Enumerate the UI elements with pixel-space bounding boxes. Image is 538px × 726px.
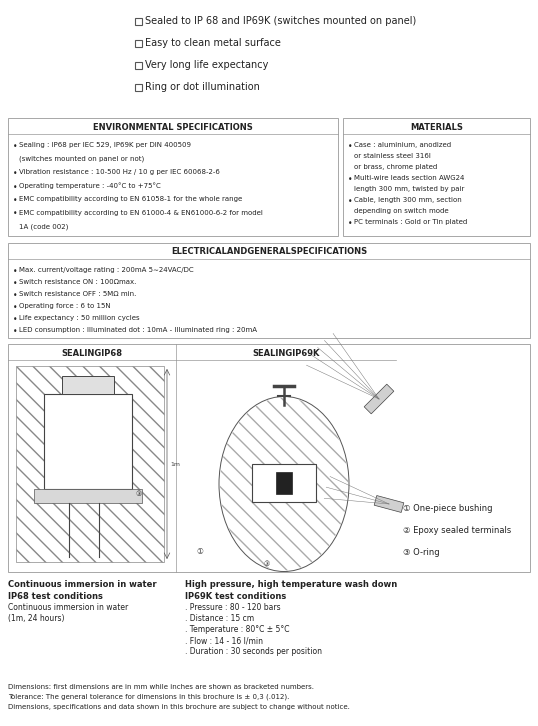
Text: •: • — [348, 219, 352, 228]
Text: Tolerance: The general tolerance for dimensions in this brochure is ± 0,3 (.012): Tolerance: The general tolerance for dim… — [8, 694, 289, 701]
Text: Cable, length 300 mm, section: Cable, length 300 mm, section — [354, 197, 462, 203]
Text: ① One-piece bushing: ① One-piece bushing — [403, 504, 492, 513]
Text: •: • — [348, 175, 352, 184]
Bar — [44, 394, 132, 489]
Text: •: • — [13, 291, 18, 300]
Text: •: • — [13, 303, 18, 312]
Bar — [276, 472, 292, 494]
Text: Multi-wire leads section AWG24: Multi-wire leads section AWG24 — [354, 175, 464, 181]
Bar — [8, 344, 530, 572]
Text: ② Epoxy sealed terminals: ② Epoxy sealed terminals — [403, 526, 511, 535]
Bar — [8, 118, 338, 236]
Bar — [8, 243, 530, 338]
Bar — [62, 376, 114, 394]
Text: •: • — [348, 142, 352, 151]
Text: Switch resistance ON : 100Ωmax.: Switch resistance ON : 100Ωmax. — [19, 279, 136, 285]
Bar — [252, 464, 316, 502]
Text: •: • — [13, 315, 18, 324]
Text: •: • — [13, 169, 18, 178]
Text: IP69K test conditions: IP69K test conditions — [185, 592, 286, 601]
Text: Sealing : IP68 per IEC 529, IP69K per DIN 400509: Sealing : IP68 per IEC 529, IP69K per DI… — [19, 142, 191, 148]
Text: Sealed to IP 68 and IP69K (switches mounted on panel): Sealed to IP 68 and IP69K (switches moun… — [145, 17, 416, 27]
Text: •: • — [348, 197, 352, 206]
Text: . Duration : 30 seconds per position: . Duration : 30 seconds per position — [185, 647, 322, 656]
Text: Very long life expectancy: Very long life expectancy — [145, 60, 268, 70]
Text: ③ O-ring: ③ O-ring — [403, 548, 440, 557]
Text: Dimensions, specifications and data shown in this brochure are subject to change: Dimensions, specifications and data show… — [8, 704, 350, 710]
Text: Switch resistance OFF : 5MΩ min.: Switch resistance OFF : 5MΩ min. — [19, 291, 136, 297]
Text: PC terminals : Gold or Tin plated: PC terminals : Gold or Tin plated — [354, 219, 467, 225]
Bar — [135, 18, 142, 25]
Text: ELECTRICALANDGENERALSPECIFICATIONS: ELECTRICALANDGENERALSPECIFICATIONS — [171, 248, 367, 256]
Text: ③: ③ — [264, 561, 270, 567]
Text: •: • — [13, 279, 18, 288]
Text: Continuous immersion in water: Continuous immersion in water — [8, 603, 128, 612]
Text: •: • — [13, 267, 18, 276]
Text: (switches mounted on panel or not): (switches mounted on panel or not) — [19, 155, 144, 162]
Text: ENVIRONMENTAL SPECIFICATIONS: ENVIRONMENTAL SPECIFICATIONS — [93, 123, 253, 131]
Text: 1m: 1m — [170, 462, 180, 467]
Text: . Distance : 15 cm: . Distance : 15 cm — [185, 614, 254, 623]
Text: ③: ③ — [136, 491, 142, 497]
Text: MATERIALS: MATERIALS — [410, 123, 463, 131]
Text: •: • — [13, 210, 18, 219]
Text: SEALINGIP68: SEALINGIP68 — [61, 348, 123, 357]
Text: or stainless steel 316l: or stainless steel 316l — [354, 153, 431, 159]
Text: •: • — [13, 196, 18, 205]
Text: LED consumption : Illuminated dot : 10mA - Illuminated ring : 20mA: LED consumption : Illuminated dot : 10mA… — [19, 327, 257, 333]
Bar — [34, 489, 142, 503]
Text: Ring or dot illumination: Ring or dot illumination — [145, 83, 260, 92]
Text: Max. current/voltage rating : 200mA 5∼24VAC/DC: Max. current/voltage rating : 200mA 5∼24… — [19, 267, 194, 273]
Text: EMC compatibility according to EN 61000-4 & EN61000-6-2 for model: EMC compatibility according to EN 61000-… — [19, 210, 263, 216]
Text: Case : aluminium, anodized: Case : aluminium, anodized — [354, 142, 451, 148]
Text: or brass, chrome plated: or brass, chrome plated — [354, 164, 437, 170]
Text: length 300 mm, twisted by pair: length 300 mm, twisted by pair — [354, 186, 464, 192]
Text: Operating force : 6 to 15N: Operating force : 6 to 15N — [19, 303, 111, 309]
Text: Life expectancy : 50 million cycles: Life expectancy : 50 million cycles — [19, 315, 140, 321]
Text: •: • — [13, 327, 18, 336]
Bar — [135, 84, 142, 91]
Text: . Flow : 14 - 16 l/min: . Flow : 14 - 16 l/min — [185, 636, 263, 645]
Text: •: • — [13, 182, 18, 192]
Polygon shape — [374, 496, 404, 513]
Text: Continuous immersion in water: Continuous immersion in water — [8, 580, 157, 589]
Text: Easy to clean metal surface: Easy to clean metal surface — [145, 38, 281, 49]
Bar — [16, 366, 164, 562]
Text: Operating temperature : -40°C to +75°C: Operating temperature : -40°C to +75°C — [19, 182, 161, 189]
Text: . Temperature : 80°C ± 5°C: . Temperature : 80°C ± 5°C — [185, 625, 289, 634]
Text: Dimensions: first dimensions are in mm while inches are shown as bracketed numbe: Dimensions: first dimensions are in mm w… — [8, 684, 314, 690]
Bar — [135, 40, 142, 47]
Text: depending on switch mode: depending on switch mode — [354, 208, 449, 214]
Text: ①: ① — [196, 547, 203, 557]
Bar — [135, 62, 142, 69]
Text: 1A (code 002): 1A (code 002) — [19, 223, 68, 229]
Text: (1m, 24 hours): (1m, 24 hours) — [8, 614, 65, 623]
Text: . Pressure : 80 - 120 bars: . Pressure : 80 - 120 bars — [185, 603, 281, 612]
Text: IP68 test conditions: IP68 test conditions — [8, 592, 103, 601]
Text: High pressure, high temperature wash down: High pressure, high temperature wash dow… — [185, 580, 397, 589]
Text: Vibration resistance : 10-500 Hz / 10 g per IEC 60068-2-6: Vibration resistance : 10-500 Hz / 10 g … — [19, 169, 220, 175]
Polygon shape — [364, 384, 394, 414]
Bar — [343, 118, 530, 236]
Text: EMC compatibility according to EN 61058-1 for the whole range: EMC compatibility according to EN 61058-… — [19, 196, 242, 202]
Text: SEALINGIP69K: SEALINGIP69K — [252, 348, 320, 357]
Text: •: • — [13, 142, 18, 151]
